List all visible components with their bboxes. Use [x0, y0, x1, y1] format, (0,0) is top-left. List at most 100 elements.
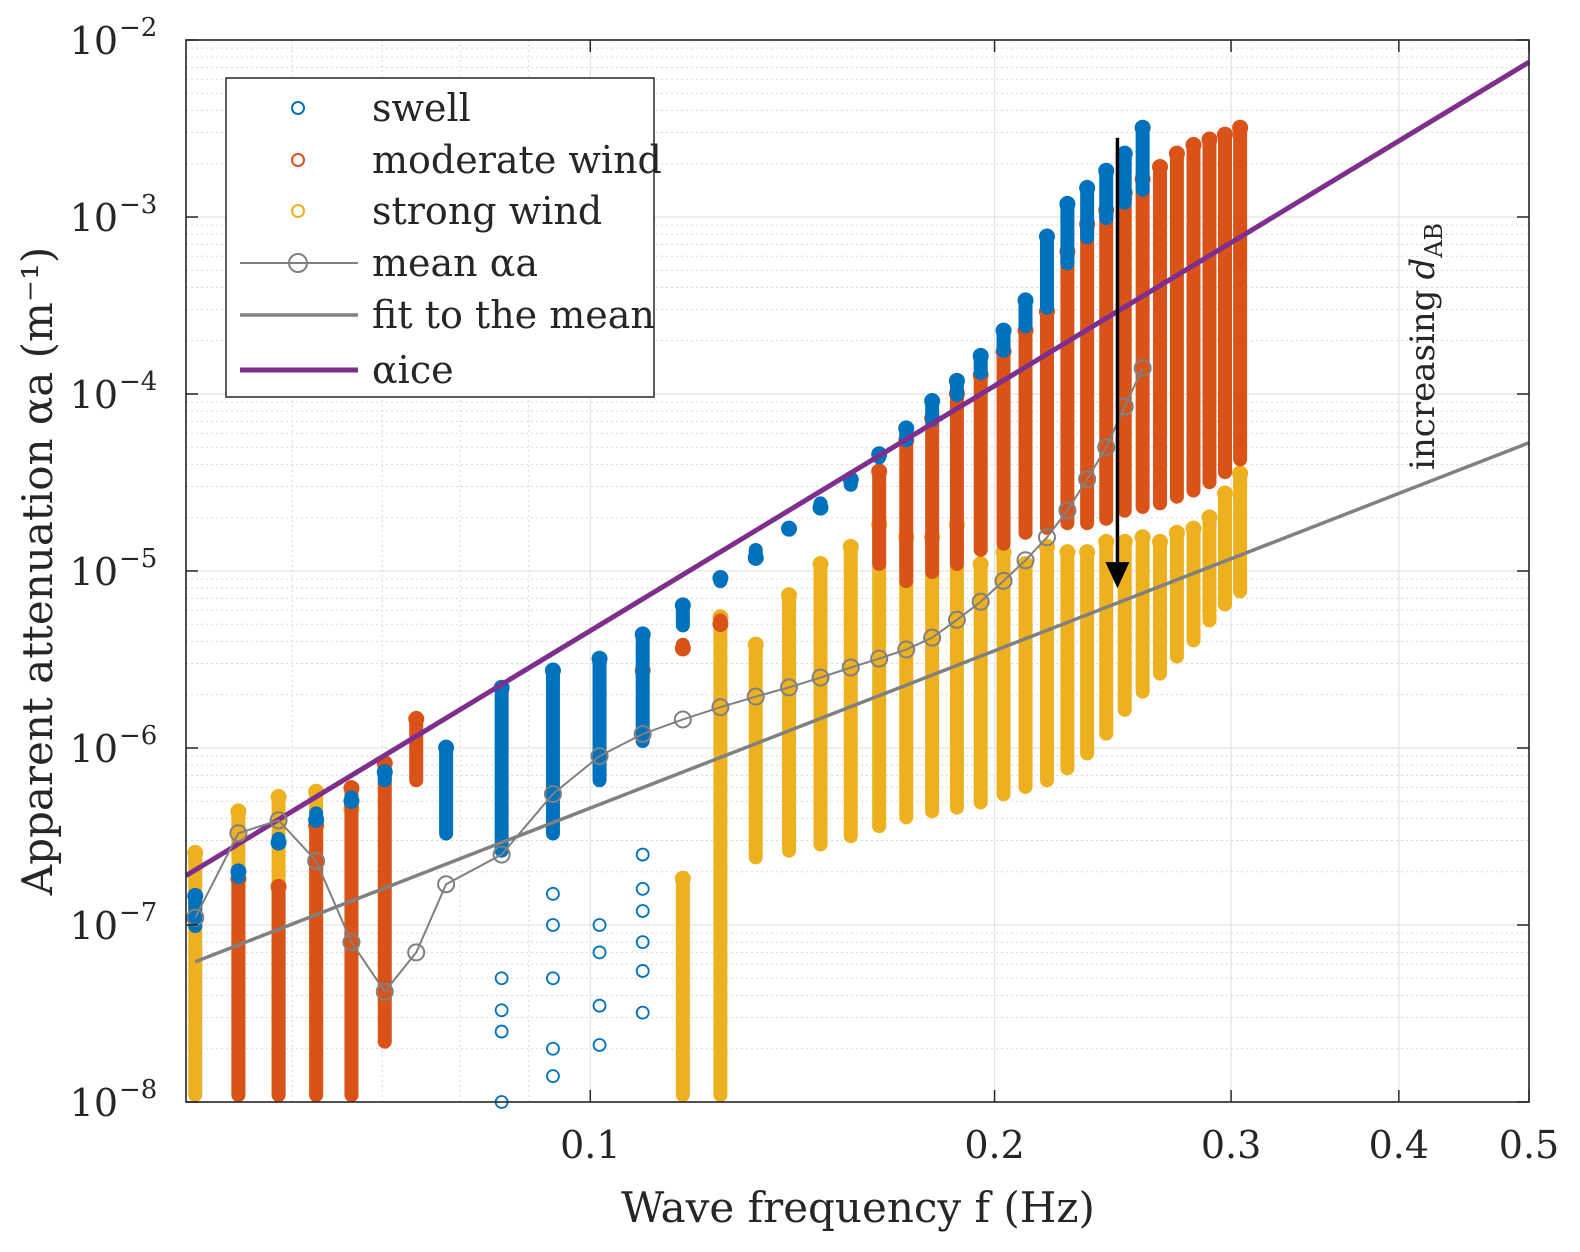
scatter-point [674, 870, 691, 887]
scatter-point [1079, 544, 1096, 561]
annotation-text: increasingdAB [1403, 223, 1448, 470]
scatter-point [674, 640, 691, 657]
scatter-point [592, 945, 607, 960]
x-tick-label: 0.3 [1201, 1123, 1261, 1167]
increasing-distance-annotation: increasingdAB [1105, 137, 1448, 589]
legend-marker [291, 204, 305, 218]
scatter-point [1059, 195, 1076, 212]
y-tick-exponent: −3 [119, 190, 157, 220]
scatter-bands [187, 119, 1249, 1102]
x-tick-label: 0.4 [1369, 1123, 1429, 1167]
scatter-point [494, 971, 509, 986]
scatter-point [230, 803, 247, 820]
scatter-point [438, 739, 455, 756]
y-tick-label: 10 [70, 550, 118, 594]
scatter-point [674, 597, 691, 614]
legend-label: mean αa [372, 241, 538, 285]
mean-marker [543, 784, 562, 803]
fit-and-ice-lines [184, 59, 1531, 964]
scatter-point [635, 881, 650, 896]
scatter-point [898, 420, 915, 437]
mean-marker [1133, 359, 1152, 378]
legend-marker [288, 253, 308, 273]
y-tick-exponent: −6 [119, 721, 157, 751]
y-tick-exponent: −2 [119, 13, 157, 43]
scatter-point [270, 788, 287, 805]
scatter-point [408, 710, 425, 727]
scatter-point [592, 998, 607, 1013]
mean-marker [1016, 551, 1035, 570]
annotation-arrow-head [1105, 562, 1130, 589]
legend-marker [291, 153, 305, 167]
x-tick-label: 0.1 [560, 1123, 620, 1167]
scatter-point [1079, 179, 1096, 196]
y-tick-exponent: −8 [119, 1075, 157, 1105]
legend: swell moderate wind strong wind mean αa fit … [225, 77, 662, 398]
scatter-point [634, 626, 651, 643]
mean-marker [492, 845, 511, 864]
mean-marker [1037, 528, 1056, 547]
mean-marker [229, 824, 248, 843]
mean-marker [1078, 470, 1097, 489]
y-tick-exponent: −7 [119, 898, 157, 928]
scatter-point [712, 570, 729, 586]
legend-label: strong wind [372, 189, 602, 233]
scatter-point [1152, 158, 1169, 175]
scatter-point [494, 1024, 509, 1039]
scatter-point [747, 549, 764, 566]
scatter-point [1152, 533, 1169, 550]
mean-marker [307, 851, 326, 870]
mean-marker [1058, 501, 1077, 520]
mean-marker [1097, 438, 1116, 457]
scatter-point [995, 322, 1012, 339]
y-tick-exponent: −5 [119, 544, 157, 574]
mean-marker [342, 933, 361, 952]
x-tick-label: 0.5 [1499, 1123, 1559, 1167]
legend-item-moderate: moderate wind [291, 138, 662, 182]
scatter-point [1168, 145, 1185, 162]
mean-marker [971, 592, 990, 611]
y-tick-labels: 10−810−710−610−510−410−310−2 [70, 13, 158, 1125]
y-axis-title: Apparent attenuation αa (m⁻¹) [13, 247, 62, 897]
legend-label: swell [372, 86, 471, 130]
scatter-point [948, 372, 965, 389]
scatter-point [1134, 119, 1151, 136]
mean-marker [897, 640, 916, 659]
scatter-point [924, 393, 941, 409]
scatter-point [270, 878, 287, 895]
scatter-point [592, 918, 607, 932]
scatter-point [635, 935, 650, 950]
legend-item-ice: αice [240, 348, 454, 392]
mean-marker [780, 678, 799, 697]
scatter-point [781, 520, 798, 537]
scatter-point [546, 971, 560, 986]
scatter-point [1216, 126, 1233, 143]
mean-marker [437, 875, 456, 894]
mean-marker [870, 649, 889, 668]
y-tick-label: 10 [70, 904, 118, 948]
scatter-point [842, 538, 859, 555]
scatter-point [1201, 509, 1218, 526]
mean-line [194, 367, 1144, 994]
scatter-point [712, 615, 729, 632]
scatter-point [591, 650, 608, 667]
mean-marker [994, 571, 1013, 590]
scatter-point [270, 834, 287, 851]
scatter-point [1185, 520, 1202, 537]
scatter-point [230, 863, 247, 880]
scatter-point [546, 1041, 560, 1056]
mean-marker [923, 628, 942, 647]
scatter-point [544, 662, 561, 679]
legend-item-mean: mean αa [240, 241, 538, 285]
scatter-point [546, 886, 560, 901]
scatter-point [1017, 292, 1034, 309]
legend-label: moderate wind [372, 138, 662, 182]
y-tick-label: 10 [70, 19, 118, 63]
legend-item-swell: swell [291, 86, 471, 130]
legend-label: αice [372, 348, 454, 392]
scatter-point [1038, 228, 1055, 245]
mean-marker [746, 687, 765, 706]
y-tick-label: 10 [70, 727, 118, 771]
scatter-point [546, 1069, 560, 1084]
